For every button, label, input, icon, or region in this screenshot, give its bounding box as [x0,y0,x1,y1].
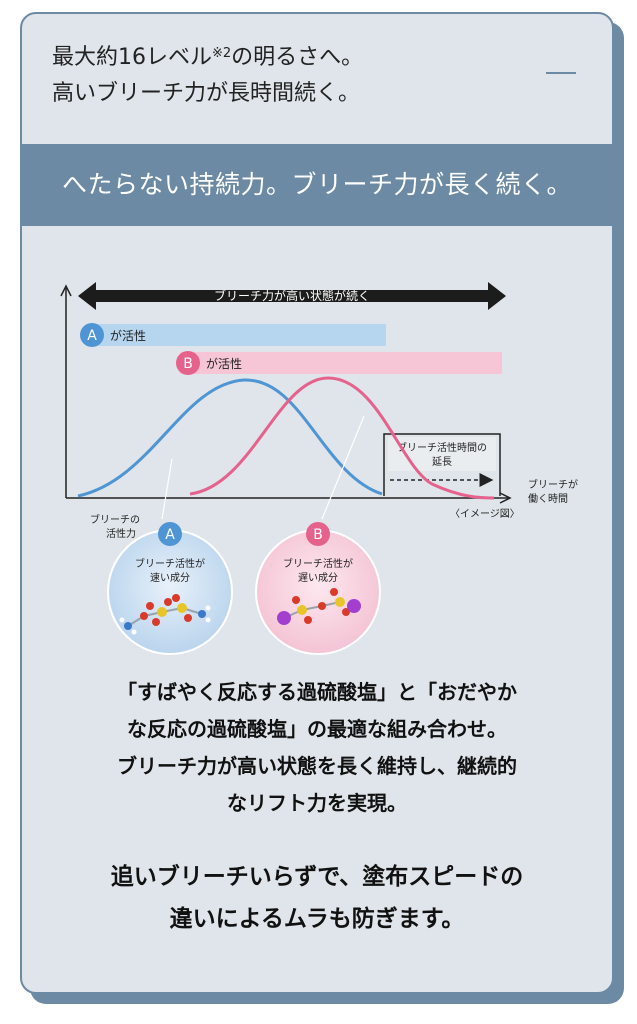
x-axis-arrowhead [499,492,512,504]
collapse-icon[interactable] [546,72,576,74]
x-axis-label-2: 働く時間 [528,492,568,505]
y-axis-arrowhead [60,284,72,297]
component-circle-b [255,529,381,655]
circle-b-text-2: 遅い成分 [298,572,338,584]
description-line: な反応の過硫酸塩」の最適な組み合わせ。 [127,717,507,741]
section-title-band: へたらない持続力。ブリーチ力が長く続く。 [22,144,612,226]
circle-a-letter: A [165,527,175,543]
bar-b-label: が活性 [206,356,242,371]
description-line: 「すばやく反応する過硫酸塩」と「おだやか [117,680,517,704]
extension-label-2: 延長 [432,456,452,468]
circle-b-letter: B [313,527,323,543]
image-note: 〈イメージ図〉 [450,508,520,520]
card-header[interactable]: 最大約16レベル※2の明るさへ。 高いブリーチ力が長時間続く。 [52,40,532,112]
molecule-a-icon [119,594,211,635]
summary-paragraph: 追いブリーチいらずで、塗布スピードの 違いによるムラも防ぎます。 [42,856,592,940]
sustained-arrow-label: ブリーチ力が高い状態が続く [214,288,370,303]
feature-card[interactable]: 最大約16レベル※2の明るさへ。 高いブリーチ力が長時間続く。 へたらない持続力… [20,12,614,994]
footnote-mark: ※2 [212,46,232,61]
circle-b-text-1: ブリーチ活性が [283,557,353,570]
component-circle-a [107,529,233,655]
sustained-arrow [78,282,506,310]
curve-a [77,378,383,498]
leader-line-b [321,415,365,520]
bleach-activity-diagram: ブリーチ力が高い状態が続く A が活性 B が活性 ブリーチ活性時間の 延長 ブ… [60,282,578,655]
x-axis-label-1: ブリーチが [528,478,578,491]
bar-a-letter: A [87,328,97,344]
activity-bar-a [86,324,386,346]
description-paragraph: 「すばやく反応する過硫酸塩」と「おだやか な反応の過硫酸塩」の最適な組み合わせ。… [42,674,592,822]
description-line: ブリーチ力が高い状態を長く維持し、継続的 [117,754,517,778]
extension-bracket [383,433,501,496]
y-axis-label-1: ブリーチの [90,513,140,526]
summary-line: 追いブリーチいらずで、塗布スピードの [110,864,524,890]
circle-b-badge [306,522,330,546]
curve-b [189,376,495,500]
summary-line: 違いによるムラも防ぎます。 [169,906,465,932]
y-axis-label-2: 活性力 [106,527,136,540]
bar-a-badge [80,323,104,347]
description-line: なリフト力を実現。 [227,791,407,815]
header-line-2: 高いブリーチ力が長時間続く。 [52,81,361,106]
bar-b-badge [176,351,200,375]
bar-b-letter: B [183,356,193,372]
leader-line-a [161,458,173,520]
circle-a-text-2: 速い成分 [150,572,190,584]
extension-label-1: ブリーチ活性時間の [397,441,487,454]
header-line-1-main: 最大約16レベル [52,45,212,70]
activity-bar-b [180,352,502,374]
bar-a-label: が活性 [110,328,146,343]
section-title: へたらない持続力。ブリーチ力が長く続く。 [61,170,572,199]
circle-a-badge [158,522,182,546]
circle-a-text-1: ブリーチ活性が [135,557,205,570]
header-line-1: 最大約16レベル※2の明るさへ。 [52,40,532,76]
molecule-b-icon [277,588,361,625]
header-line-1-end: の明るさへ。 [231,45,364,70]
